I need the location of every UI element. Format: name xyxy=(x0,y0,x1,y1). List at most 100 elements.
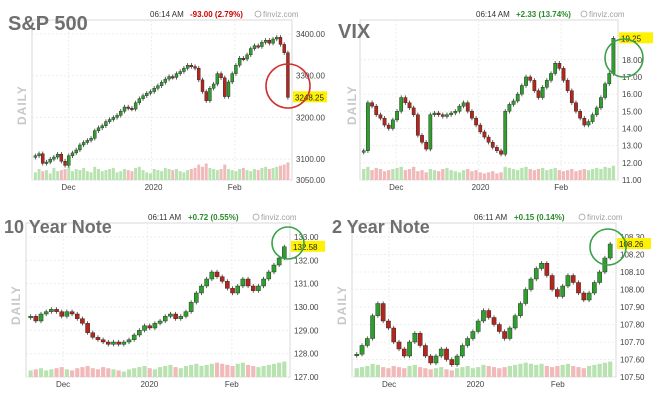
y-tick-label: 13.00 xyxy=(622,142,643,151)
vix-chart-panel: 18.00 17.00 16.00 15.00 14.00 13.00 12.00 11.00… xyxy=(328,0,656,202)
volume-bar xyxy=(130,171,134,180)
candle-body xyxy=(256,285,261,291)
y-tick-label: 128.00 xyxy=(294,350,319,359)
volume-bar xyxy=(597,363,602,377)
volume-bar xyxy=(137,367,142,377)
volume-bar xyxy=(78,170,82,180)
candle-body xyxy=(528,278,534,290)
candle-body xyxy=(271,264,277,273)
volume-bar xyxy=(163,366,168,377)
volume-bar xyxy=(541,167,545,180)
volume-bar xyxy=(449,170,453,180)
finviz-logo-icon xyxy=(254,10,262,18)
candle-body xyxy=(499,150,503,155)
candle-body xyxy=(74,313,80,319)
y-tick-label: 3200.00 xyxy=(296,113,325,122)
candle-body xyxy=(475,320,481,332)
candle-body xyxy=(417,333,423,346)
candle-body xyxy=(209,271,215,280)
candle-body xyxy=(380,303,386,322)
volume-bar xyxy=(428,169,432,180)
candle-body xyxy=(481,310,486,322)
volume-bar xyxy=(444,369,449,377)
candle-body xyxy=(263,40,268,43)
volume-bar xyxy=(115,172,119,180)
volume-bar xyxy=(194,363,199,377)
volume-bar xyxy=(497,368,502,377)
volume-bar xyxy=(432,170,437,180)
candle-body xyxy=(436,112,441,115)
candle-body xyxy=(574,102,578,112)
volume-bar xyxy=(520,167,524,180)
volume-bar xyxy=(370,363,375,377)
candle-body xyxy=(64,311,70,317)
candle-body xyxy=(386,320,391,329)
candle-body xyxy=(440,114,445,117)
candle-body xyxy=(553,63,558,74)
y-tick-label: 127.00 xyxy=(294,373,319,382)
candle-body xyxy=(133,102,138,110)
candle-body xyxy=(74,149,78,154)
volume-bar xyxy=(412,364,417,377)
source-label: finviz.com xyxy=(263,10,299,19)
volume-bar xyxy=(549,169,553,180)
volume-bar xyxy=(152,369,157,377)
candle-body xyxy=(85,140,90,143)
volume-bar xyxy=(553,167,557,180)
candle-body xyxy=(96,127,101,131)
candle-body xyxy=(592,282,597,294)
daily-side-label: DAILY xyxy=(9,285,23,325)
volume-bar xyxy=(516,170,520,180)
volume-bar xyxy=(602,362,608,377)
candle-body xyxy=(106,341,111,345)
volume-bar xyxy=(230,366,235,377)
volume-bar xyxy=(420,170,424,180)
candle-body xyxy=(267,40,272,44)
volume-bar xyxy=(235,363,240,377)
y-tick-label: 133.00 xyxy=(294,233,319,242)
candle-body xyxy=(503,111,508,155)
price-change: -93.00 (2.79%) xyxy=(190,10,243,19)
volume-bar xyxy=(227,169,230,180)
candle-body xyxy=(183,311,189,317)
candle-body xyxy=(100,339,106,343)
volume-bar xyxy=(576,367,581,377)
y-tick-label: 107.90 xyxy=(620,303,645,312)
volume-bar xyxy=(208,167,212,180)
volume-bar xyxy=(611,165,616,180)
candle-body xyxy=(576,282,581,294)
candle-body xyxy=(111,341,116,345)
highlight-circle xyxy=(589,228,627,266)
candle-body xyxy=(78,144,82,151)
candle-body xyxy=(465,102,470,112)
volume-bar xyxy=(142,366,147,377)
candle-body xyxy=(41,153,45,164)
volume-bar xyxy=(197,164,201,180)
y-tick-label: 130.00 xyxy=(294,303,319,312)
volume-bar xyxy=(592,364,597,377)
volume-bar xyxy=(557,170,561,180)
candle-body xyxy=(449,359,455,365)
candle-body xyxy=(237,57,242,66)
volume-bar xyxy=(482,173,487,180)
y-tick-label: 11.00 xyxy=(622,176,642,185)
chart-title: 2 Year Note xyxy=(332,217,430,237)
volume-bar xyxy=(41,171,45,180)
volume-bar xyxy=(167,169,171,180)
volume-bar xyxy=(528,363,534,377)
volume-bar xyxy=(391,169,395,180)
x-tick-label: Feb xyxy=(554,183,568,192)
daily-side-label: DAILY xyxy=(15,85,29,125)
candle-body xyxy=(137,98,142,104)
candle-body xyxy=(197,68,201,81)
volume-bar xyxy=(454,368,460,377)
candle-body xyxy=(163,78,168,83)
volume-bar xyxy=(106,368,111,377)
chart-svg: 18.00 17.00 16.00 15.00 14.00 13.00 12.00 11.00… xyxy=(338,10,653,192)
candle-body xyxy=(278,37,283,45)
candle-body xyxy=(391,119,395,129)
chart-title: S&P 500 xyxy=(8,13,88,35)
volume-bar xyxy=(476,367,481,377)
candle-body xyxy=(533,268,539,280)
volume-bar xyxy=(544,366,549,377)
